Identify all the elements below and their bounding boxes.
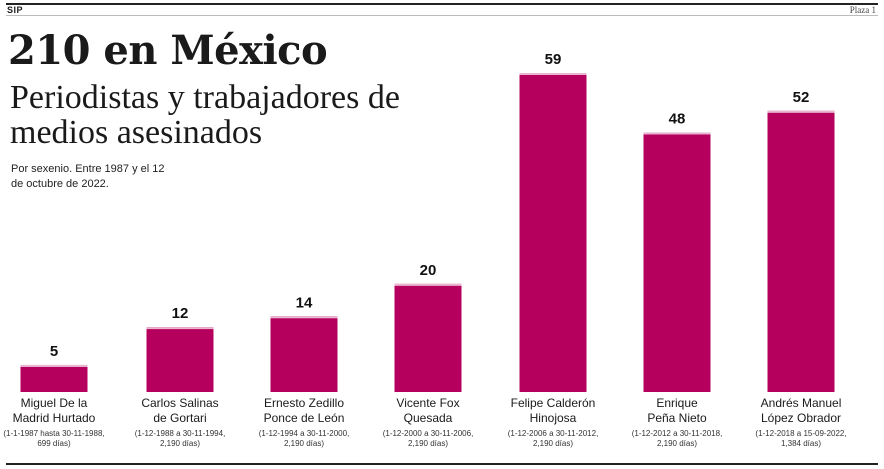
bar-top-highlight <box>146 327 214 330</box>
category-label: López Obrador <box>761 411 841 425</box>
data-label: 14 <box>296 294 313 311</box>
bar <box>767 110 835 392</box>
category-label: Felipe Calderón <box>511 396 596 410</box>
category-detail: (1-1-1987 hasta 30-11-1988, <box>3 429 104 438</box>
bar <box>519 73 587 392</box>
category-label: Ernesto Zedillo <box>264 396 344 410</box>
data-label: 48 <box>669 110 686 127</box>
category-label: Miguel De la <box>21 396 88 410</box>
chart-subtitle: Periodistas y trabajadores de medios ase… <box>10 79 400 151</box>
category-detail: (1-12-1994 a 30-11-2000, <box>259 429 350 438</box>
category-label: de Gortari <box>153 411 206 425</box>
bar <box>643 132 711 392</box>
category-label: Carlos Salinas <box>141 396 218 410</box>
page-label: Plaza 1 <box>849 5 876 15</box>
data-label: 52 <box>793 89 810 106</box>
category-detail: 1,384 días) <box>781 439 821 448</box>
category-detail: (1-12-1988 a 30-11-1994, <box>135 429 226 438</box>
bar <box>270 316 338 392</box>
top-rule <box>6 3 878 5</box>
category-label: Hinojosa <box>530 411 577 425</box>
bar-top-highlight <box>394 283 462 286</box>
bar-top-highlight <box>20 364 88 367</box>
data-label: 5 <box>50 343 58 360</box>
category-label: Andrés Manuel <box>761 396 842 410</box>
category-detail: 2,190 días) <box>160 439 200 448</box>
category-label: Peña Nieto <box>647 411 707 425</box>
category-detail: 2,190 días) <box>657 439 697 448</box>
category-label: Madrid Hurtado <box>13 411 96 425</box>
category-label: Vicente Fox <box>396 396 459 410</box>
bar <box>146 327 214 392</box>
bottom-rule <box>6 463 878 465</box>
category-label: Enrique <box>656 396 698 410</box>
bar-top-highlight <box>270 316 338 319</box>
category-label: Quesada <box>404 411 453 425</box>
section-label: SIP <box>7 5 24 15</box>
bar-top-highlight <box>643 132 711 135</box>
bar <box>394 283 462 392</box>
category-detail: (1-12-2018 a 15-09-2022, <box>755 429 846 438</box>
category-detail: (1-12-2012 a 30-11-2018, <box>632 429 723 438</box>
bar-top-highlight <box>519 73 587 75</box>
bar <box>20 364 88 392</box>
header-rule <box>6 15 878 16</box>
category-label: Ponce de León <box>264 411 345 425</box>
category-detail: 2,190 días) <box>533 439 573 448</box>
category-detail: (1-12-2000 a 30-11-2006, <box>383 429 474 438</box>
data-label: 20 <box>420 262 437 279</box>
bar-top-highlight <box>767 110 835 113</box>
category-detail: 2,190 días) <box>284 439 324 448</box>
category-detail: 699 días) <box>37 439 71 448</box>
chart-note: Por sexenio. Entre 1987 y el 12 de octub… <box>11 163 165 190</box>
chart-title: 210 en México <box>8 27 328 74</box>
category-detail: (1-12-2006 a 30-11-2012, <box>508 429 599 438</box>
data-label: 12 <box>172 305 189 322</box>
category-detail: 2,190 días) <box>408 439 448 448</box>
data-label: 59 <box>545 51 562 68</box>
